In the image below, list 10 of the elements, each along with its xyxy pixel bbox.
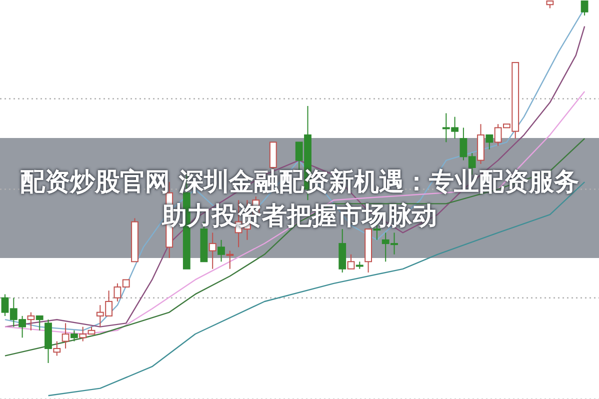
candlestick — [580, 0, 588, 16]
candlestick — [208, 232, 216, 270]
candlestick — [226, 250, 234, 270]
candlestick — [27, 312, 35, 331]
candlestick — [53, 340, 61, 356]
candlestick — [218, 239, 225, 262]
candlestick — [70, 330, 78, 342]
candlestick — [62, 322, 70, 350]
candlestick — [486, 134, 494, 150]
candlestick — [36, 315, 44, 331]
